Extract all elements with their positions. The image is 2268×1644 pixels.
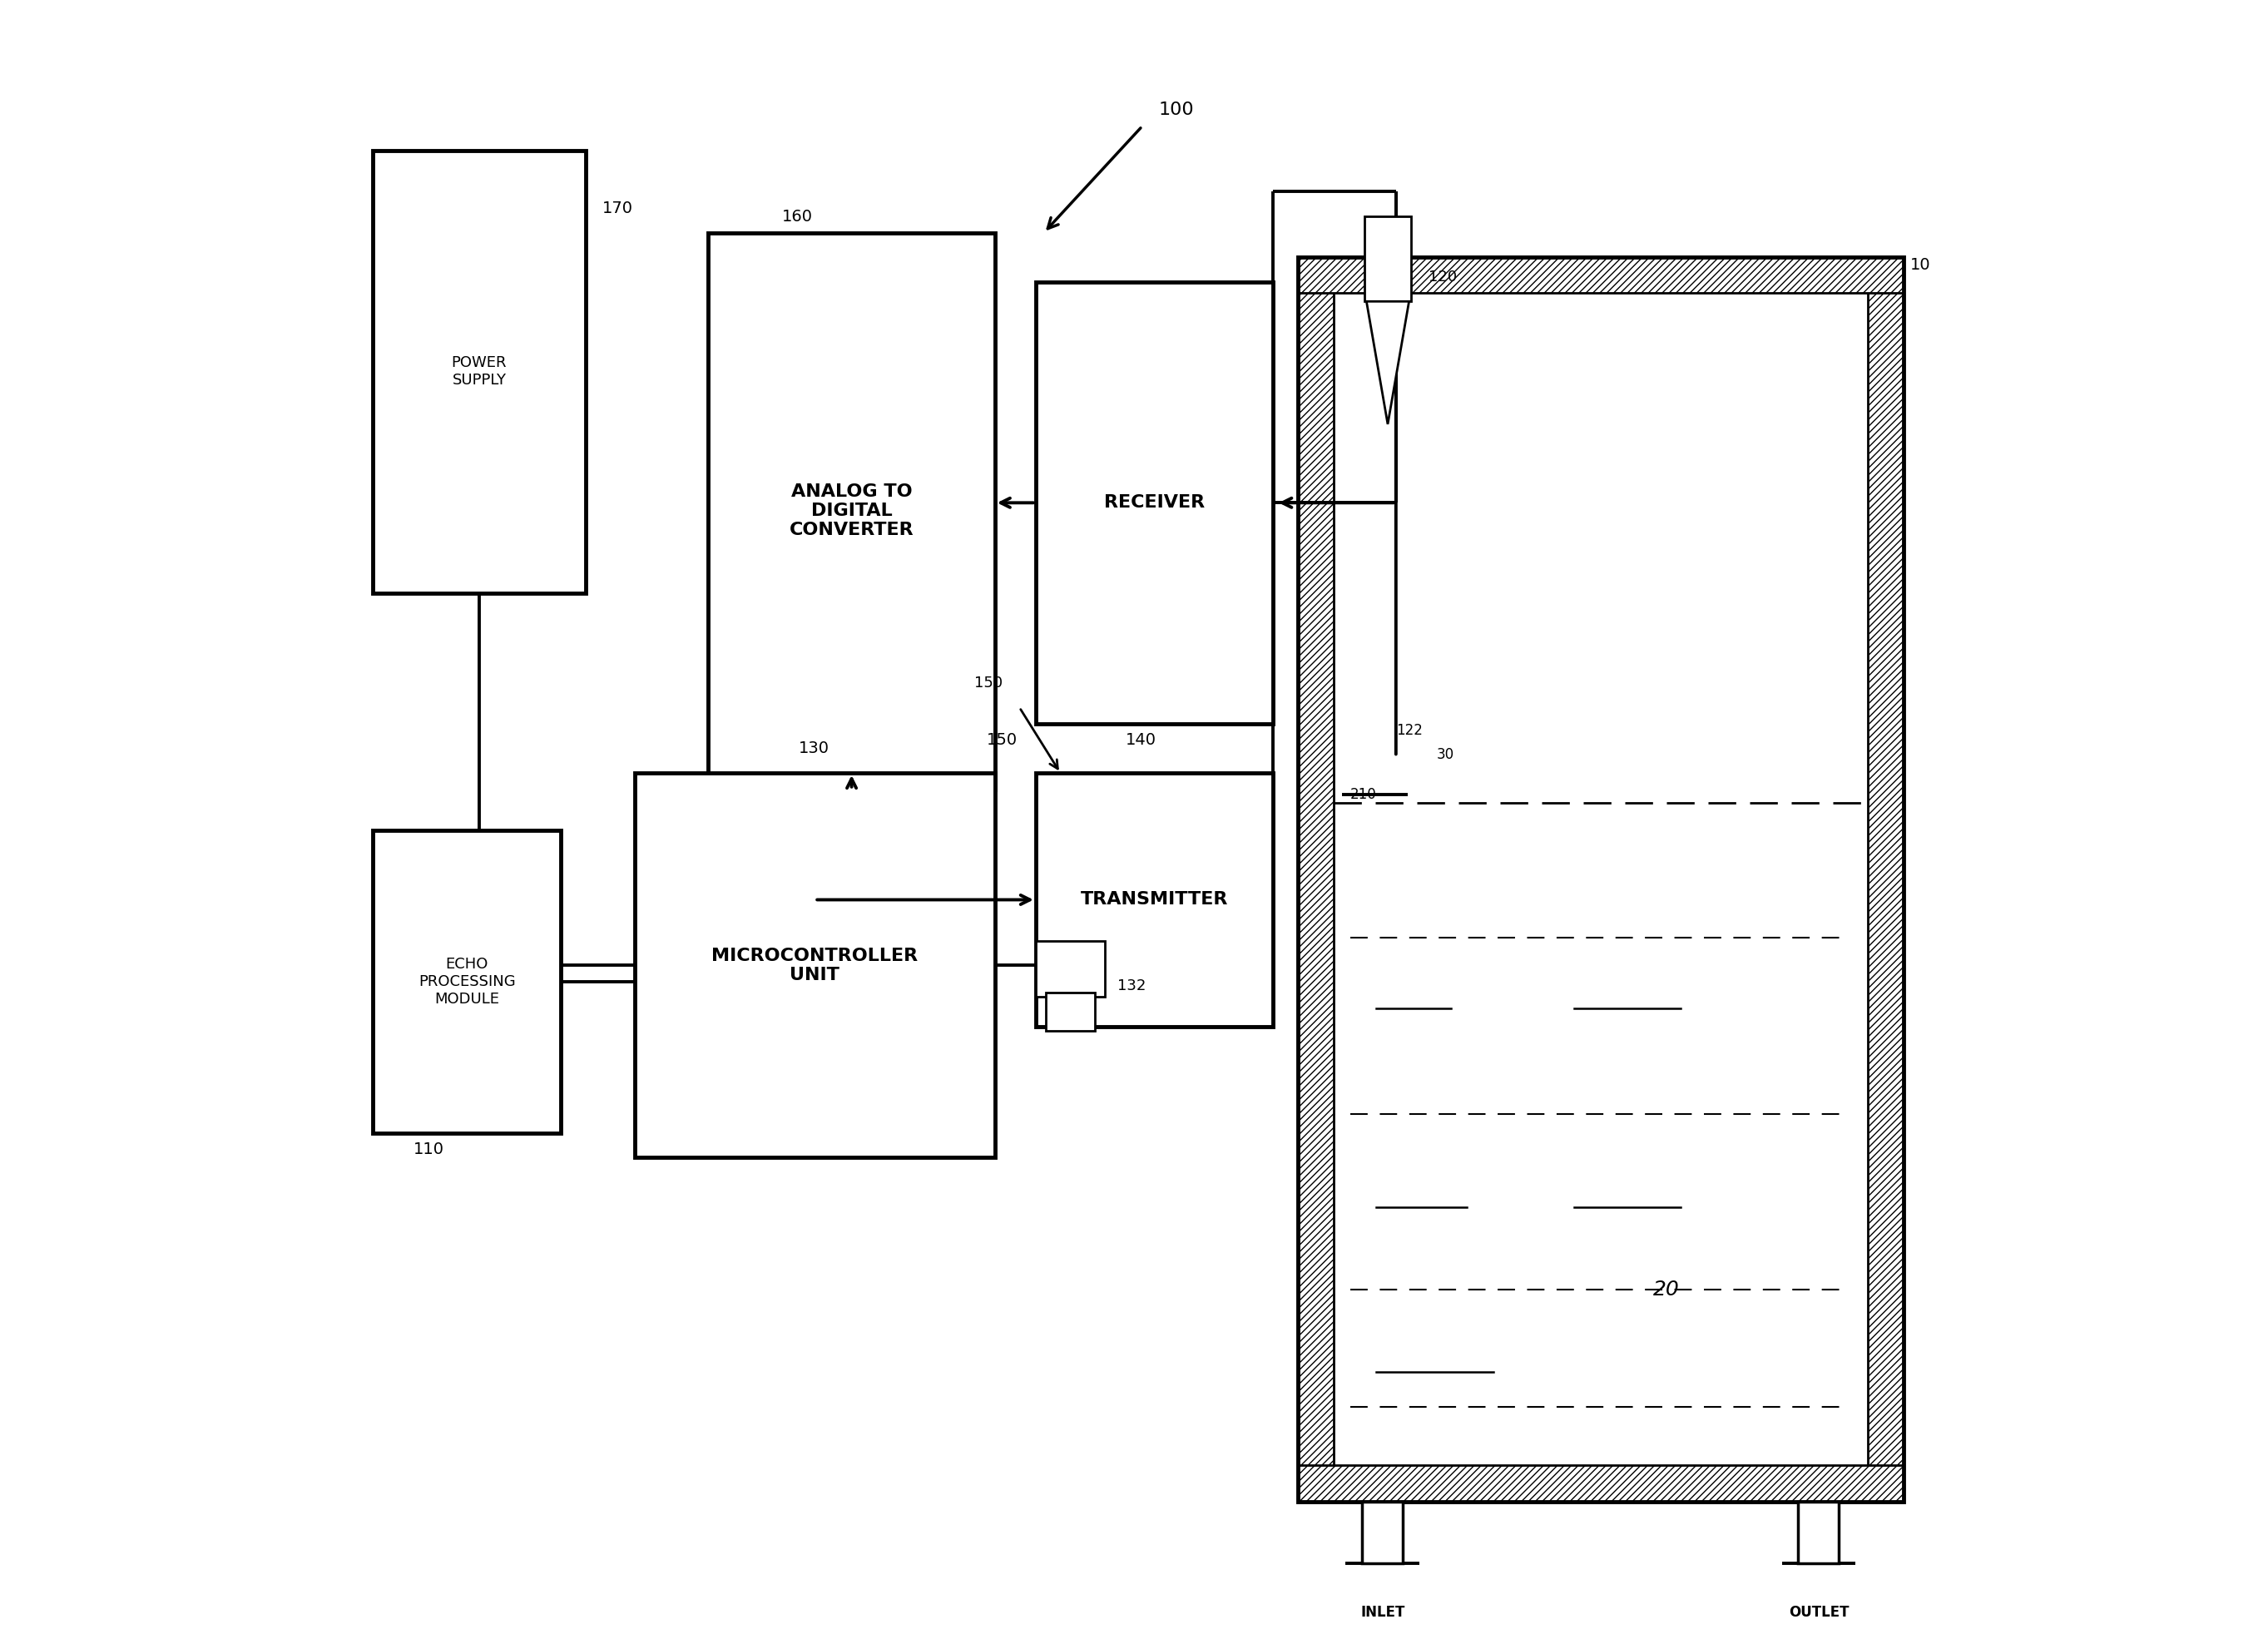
Bar	[1867, 256, 1903, 1501]
Bar	[1363, 1501, 1404, 1563]
Text: RECEIVER: RECEIVER	[1105, 495, 1204, 511]
Text: ANALOG TO
DIGITAL
CONVERTER: ANALOG TO DIGITAL CONVERTER	[789, 483, 914, 539]
Bar	[372, 151, 585, 593]
Text: TRANSMITTER: TRANSMITTER	[1080, 891, 1229, 907]
Text: 20: 20	[1653, 1279, 1678, 1299]
Text: 100: 100	[1159, 102, 1193, 118]
Text: 120: 120	[1429, 270, 1456, 284]
Text: 122: 122	[1395, 723, 1422, 738]
Bar	[1036, 940, 1105, 996]
Bar	[708, 233, 996, 789]
Text: 170: 170	[601, 201, 633, 217]
Text: 130: 130	[798, 741, 830, 756]
Bar	[1297, 256, 1903, 1501]
Bar	[1036, 281, 1272, 723]
Text: 150: 150	[987, 733, 1018, 748]
Text: 110: 110	[413, 1143, 445, 1157]
Polygon shape	[1365, 301, 1408, 424]
Text: 30: 30	[1438, 748, 1454, 763]
Text: MICROCONTROLLER
UNIT: MICROCONTROLLER UNIT	[712, 947, 919, 983]
Text: ECHO
PROCESSING
MODULE: ECHO PROCESSING MODULE	[417, 957, 515, 1006]
Text: 150: 150	[975, 676, 1002, 690]
Text: 132: 132	[1118, 978, 1145, 993]
Bar	[372, 830, 560, 1133]
Text: 210: 210	[1349, 787, 1377, 802]
Text: 10: 10	[1910, 256, 1930, 273]
Text: POWER
SUPPLY: POWER SUPPLY	[451, 355, 506, 388]
Bar	[1046, 993, 1095, 1031]
Bar	[1036, 773, 1272, 1026]
Bar	[1365, 217, 1411, 301]
Text: OUTLET: OUTLET	[1789, 1605, 1848, 1619]
Text: INLET: INLET	[1361, 1605, 1404, 1619]
Bar	[1799, 1501, 1839, 1563]
Bar	[635, 773, 996, 1157]
Text: 160: 160	[782, 209, 812, 225]
Text: 140: 140	[1125, 733, 1157, 748]
Bar	[1297, 256, 1903, 293]
Bar	[1297, 256, 1334, 1501]
Bar	[1297, 1465, 1903, 1501]
